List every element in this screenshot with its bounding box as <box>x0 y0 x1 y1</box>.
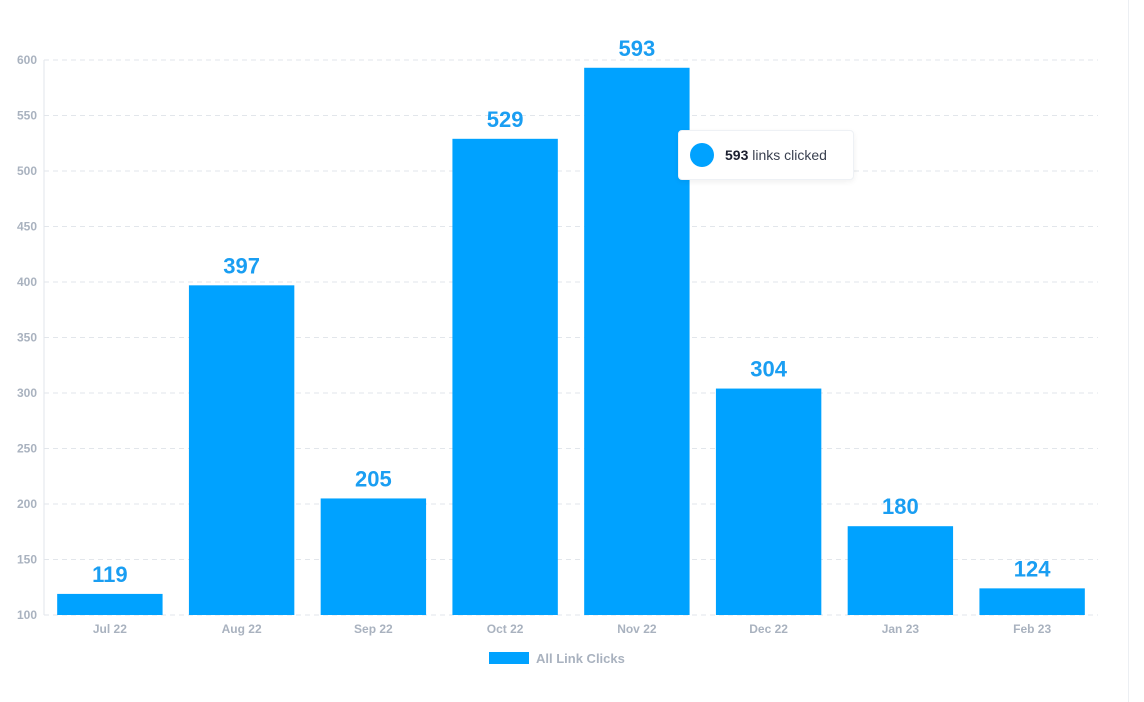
bar-nov-22[interactable] <box>584 67 690 615</box>
legend-label: All Link Clicks <box>536 650 625 666</box>
data-label: 205 <box>355 466 392 491</box>
y-tick-label: 400 <box>17 275 37 289</box>
x-tick-label: Jan 23 <box>882 622 920 636</box>
tooltip-marker <box>690 143 714 167</box>
bar-jul-22[interactable] <box>57 593 163 615</box>
data-label: 529 <box>487 107 524 132</box>
y-tick-label: 600 <box>17 53 37 67</box>
legend-swatch <box>489 652 529 664</box>
tooltip-value: 593 <box>725 147 749 163</box>
x-tick-label: Oct 22 <box>487 622 524 636</box>
data-label: 397 <box>223 253 260 278</box>
x-tick-label: Nov 22 <box>617 622 657 636</box>
y-tick-label: 100 <box>17 608 37 622</box>
x-tick-label: Jul 22 <box>93 622 127 636</box>
tooltip: 593 links clicked <box>678 130 854 180</box>
x-axis-ticks: Jul 22 Aug 22 Sep 22 Oct 22 Nov 22 Dec 22 Jan … <box>93 622 1052 636</box>
y-tick-label: 300 <box>17 386 37 400</box>
y-tick-label: 150 <box>17 553 37 567</box>
x-tick-label: Aug 22 <box>222 622 262 636</box>
data-label: 180 <box>882 494 919 519</box>
bar-sep-22[interactable] <box>320 498 427 615</box>
data-label: 593 <box>619 36 656 61</box>
legend[interactable]: All Link Clicks <box>489 650 625 666</box>
x-tick-label: Sep 22 <box>354 622 393 636</box>
y-tick-label: 200 <box>17 497 37 511</box>
tooltip-caption: links clicked <box>752 147 827 163</box>
y-tick-label: 450 <box>17 220 37 234</box>
bar-dec-22[interactable] <box>715 388 822 615</box>
x-tick-label: Feb 23 <box>1013 622 1051 636</box>
y-tick-label: 500 <box>17 164 37 178</box>
x-tick-label: Dec 22 <box>749 622 788 636</box>
data-labels: 119 397 205 529 593 304 180 124 <box>92 36 1051 587</box>
bar-oct-22[interactable] <box>452 138 558 615</box>
data-label: 119 <box>92 562 128 587</box>
bar-feb-23[interactable] <box>979 588 1085 615</box>
bar-aug-22[interactable] <box>188 285 295 615</box>
data-label: 304 <box>750 357 787 382</box>
data-label: 124 <box>1014 556 1051 581</box>
y-tick-label: 350 <box>17 331 37 345</box>
tooltip-text: 593 links clicked <box>725 147 827 163</box>
bars <box>57 67 1085 615</box>
bar-jan-23[interactable] <box>847 526 954 615</box>
panel-divider <box>1128 0 1129 702</box>
y-tick-label: 250 <box>17 442 37 456</box>
y-tick-label: 550 <box>17 109 37 123</box>
y-axis-ticks: 100 150 200 250 300 350 400 450 500 550 600 <box>17 53 37 622</box>
